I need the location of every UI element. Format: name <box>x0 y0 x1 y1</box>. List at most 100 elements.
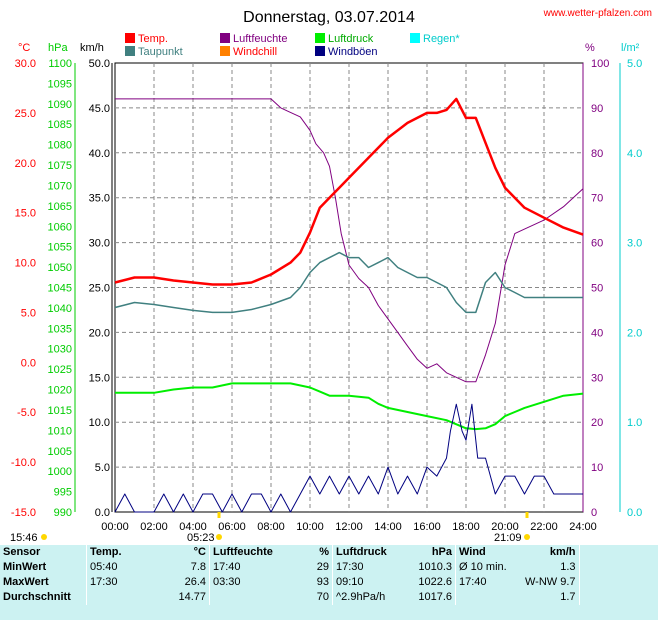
legend-label: Temp. <box>138 33 168 45</box>
humidity-tick-label: 60 <box>591 238 603 250</box>
pressure-tick-label: 1030 <box>48 344 72 356</box>
humidity-tick-label: 100 <box>591 58 609 70</box>
wind-tick-label: 10.0 <box>89 417 110 429</box>
x-tick-label: 22:00 <box>530 521 558 533</box>
legend-swatch <box>315 46 325 56</box>
hdr-sensor: Sensor <box>3 546 41 558</box>
temp-tick-label: 0.0 <box>21 357 36 369</box>
hum-value: 29 <box>316 561 329 573</box>
pressure-tick-label: 1085 <box>48 119 72 131</box>
wind-tick-label: 25.0 <box>89 283 110 295</box>
humidity-tick-label: 50 <box>591 283 603 295</box>
x-tick-label: 16:00 <box>413 521 441 533</box>
temp-tick-label: -15.0 <box>11 507 36 519</box>
press-time: ^2.9hPa/h <box>332 590 409 605</box>
chart-title: Donnerstag, 03.07.2014 <box>243 9 415 26</box>
pressure-tick-label: 1090 <box>48 99 72 111</box>
series-line-luftdruck <box>115 382 584 431</box>
wind-tick-label: 40.0 <box>89 148 110 160</box>
humidity-tick-label: 0 <box>591 507 597 519</box>
hum-time: 17:40 <box>209 560 296 575</box>
tick-labels: 30.0 25.0 20.0 15.0 10.0 5.0 0.0 -5.0 -10.0 -15.0… <box>11 58 642 533</box>
legend-label: Luftdruck <box>328 33 374 45</box>
temp-tick-label: 30.0 <box>15 58 36 70</box>
x-tick-label: 14:00 <box>374 521 402 533</box>
pressure-tick-label: 1100 <box>48 58 72 70</box>
weather-chart: Donnerstag, 03.07.2014 www.wetter-pfalze… <box>10 8 652 544</box>
pressure-tick-label: 1025 <box>48 364 72 376</box>
pressure-tick-label: 1000 <box>48 466 72 478</box>
x-tick-label: 06:00 <box>218 521 246 533</box>
hum-time <box>209 590 296 605</box>
x-tick-label: 12:00 <box>335 521 363 533</box>
rain-tick-label: 1.0 <box>627 417 642 429</box>
series-line-windben <box>114 403 583 513</box>
wind-tick-label: 15.0 <box>89 372 110 384</box>
statistics-panel: Sensor Temp. °C Luftfeuchte % Luftdruck … <box>0 545 658 620</box>
press-value: 1022.6 <box>418 576 452 588</box>
x-tick-label: 02:00 <box>140 521 168 533</box>
press-time: 09:10 <box>332 575 409 590</box>
pressure-tick-label: 1060 <box>48 221 72 233</box>
hdr-press: Luftdruck <box>332 545 409 560</box>
pressure-tick-label: 1095 <box>48 78 72 90</box>
wind-value: 1.7 <box>560 591 576 603</box>
x-tick-label: 20:00 <box>491 521 519 533</box>
x-tick-label: 00:00 <box>101 521 129 533</box>
moon-label: 15:46 <box>10 532 38 544</box>
hdr-temp: Temp. <box>86 545 153 560</box>
rain-tick-label: 4.0 <box>627 148 642 160</box>
temp-tick-label: 5.0 <box>21 307 36 319</box>
sunrise-icon <box>216 534 222 540</box>
temp-tick-label: -10.0 <box>11 457 36 469</box>
statistics-table: Sensor Temp. °C Luftfeuchte % Luftdruck … <box>0 545 658 605</box>
series-group <box>114 97 584 513</box>
row-label: MaxWert <box>3 576 49 588</box>
legend-swatch <box>220 46 230 56</box>
humidity-tick-label: 10 <box>591 462 603 474</box>
legend-label: Taupunkt <box>138 46 183 58</box>
wind-tick-label: 0.0 <box>95 507 110 519</box>
pressure-tick-label: 995 <box>54 487 72 499</box>
stats-spacer <box>578 560 658 575</box>
humidity-tick-label: 40 <box>591 327 603 339</box>
hdr-temp-unit: °C <box>193 546 206 558</box>
stats-spacer <box>578 545 658 560</box>
temp-tick-label: 10.0 <box>15 258 36 270</box>
x-tick-label: 04:00 <box>179 521 207 533</box>
legend-swatch <box>410 33 420 43</box>
stats-spacer <box>578 590 658 605</box>
pressure-tick-label: 1020 <box>48 385 72 397</box>
pressure-tick-label: 1015 <box>48 405 72 417</box>
temp-value: 14.77 <box>178 591 206 603</box>
wind-tick-label: 20.0 <box>89 327 110 339</box>
humidity-tick-label: 30 <box>591 372 603 384</box>
rain-tick-label: 5.0 <box>627 58 642 70</box>
rain-tick-label: 2.0 <box>627 327 642 339</box>
wind-time: 17:40 <box>455 575 522 590</box>
hdr-wind-unit: km/h <box>549 546 576 558</box>
wind-time: Ø 10 min. <box>455 560 522 575</box>
pressure-unit-label: hPa <box>48 42 68 54</box>
axis-unit-labels: °C hPa km/h % l/m² <box>18 42 640 54</box>
series-line-luftfeuchte <box>115 98 584 383</box>
wind-tick-label: 35.0 <box>89 193 110 205</box>
rain-unit-label: l/m² <box>621 42 640 54</box>
series-line-taupunkt <box>114 251 583 314</box>
wind-unit-label: km/h <box>80 42 104 54</box>
pressure-tick-label: 1080 <box>48 140 72 152</box>
legend-swatch <box>315 33 325 43</box>
pressure-tick-label: 1045 <box>48 283 72 295</box>
wind-value: 1.3 <box>560 561 576 573</box>
temp-unit-label: °C <box>18 42 30 54</box>
temp-time <box>86 590 153 605</box>
legend-swatch <box>125 33 135 43</box>
stats-row-avg: Durchschnitt 14.77 70 ^2.9hPa/h 1017.6 1… <box>0 590 658 605</box>
sun-markers: 15:46 05:23 21:09 <box>10 512 530 544</box>
stats-row-max: MaxWert 17:30 26.4 03:30 93 09:10 1022.6… <box>0 575 658 590</box>
pressure-tick-label: 1005 <box>48 446 72 458</box>
wind-tick-label: 45.0 <box>89 103 110 115</box>
pressure-tick-label: 1035 <box>48 323 72 335</box>
temp-value: 7.8 <box>190 561 206 573</box>
temp-time: 05:40 <box>86 560 153 575</box>
